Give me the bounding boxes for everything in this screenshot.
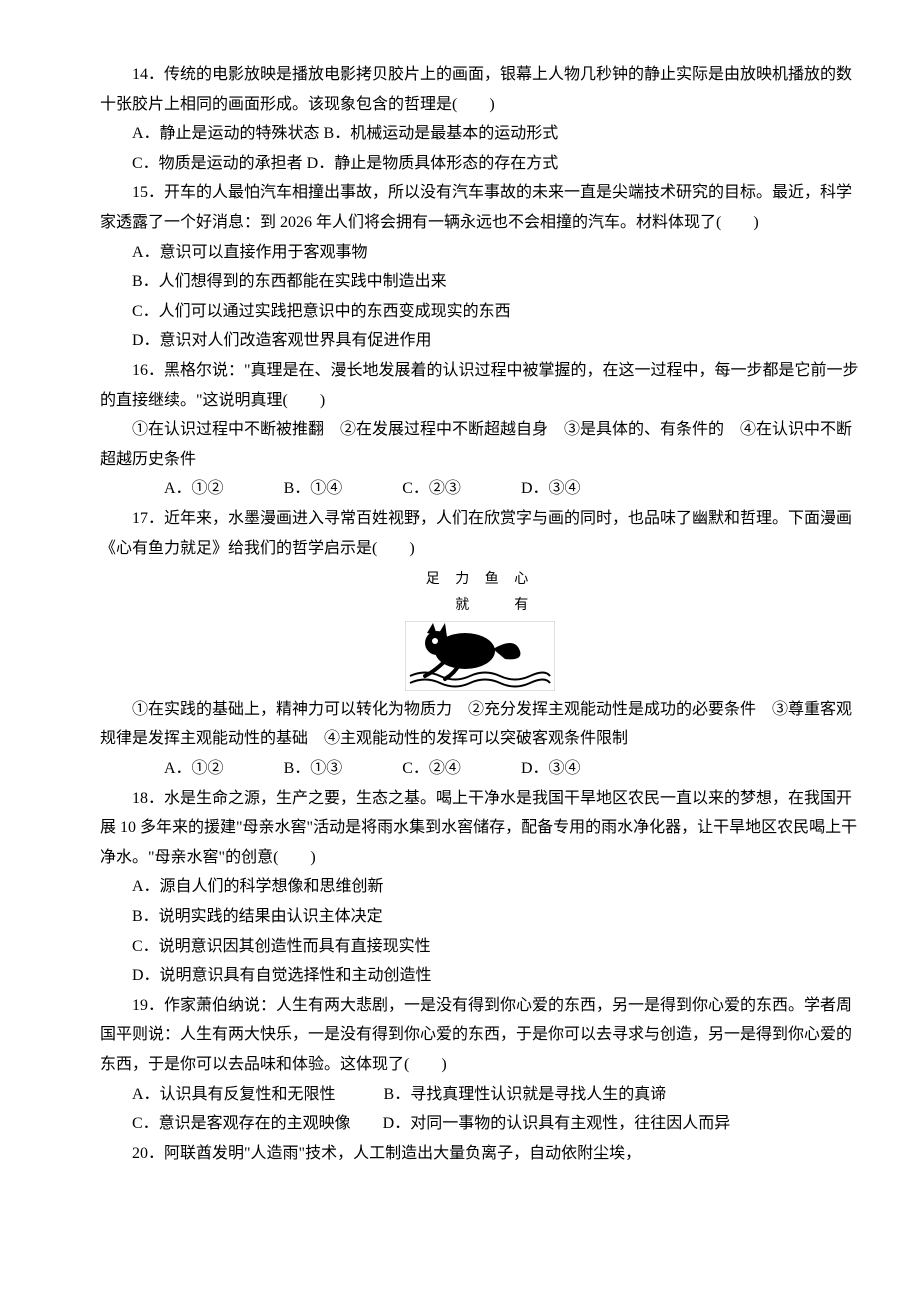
q14-stem: 14．传统的电影放映是播放电影拷贝胶片上的画面，银幕上人物几秒钟的静止实际是由放… [100, 60, 860, 119]
q16-option-b: B．①④ [252, 474, 343, 504]
q19-stem: 19．作家萧伯纳说：人生有两大悲剧，一是没有得到你心爱的东西，另一是得到你心爱的… [100, 991, 860, 1080]
q17-option-b: B．①③ [252, 754, 343, 784]
q17-figure-caption: 足 力 鱼 心 就 有 [100, 567, 860, 619]
q15-stem: 15．开车的人最怕汽车相撞出事故，所以没有汽车事故的未来一直是尖端技术研究的目标… [100, 178, 860, 237]
q16-options: A．①② B．①④ C．②③ D．③④ [100, 474, 860, 504]
q16-option-a: A．①② [132, 474, 224, 504]
q16-stem: 16．黑格尔说："真理是在、漫长地发展着的认识过程中被掌握的，在这一过程中，每一… [100, 356, 860, 415]
q18-option-d: D．说明意识具有自觉选择性和主动创造性 [100, 961, 860, 991]
q18-option-b: B．说明实践的结果由认识主体决定 [100, 902, 860, 932]
q15-option-b: B．人们想得到的东西都能在实践中制造出来 [100, 267, 860, 297]
q17-option-c: C．②④ [370, 754, 461, 784]
q16-option-d: D．③④ [489, 474, 581, 504]
q15-option-a: A．意识可以直接作用于客观事物 [100, 238, 860, 268]
q15-option-d: D．意识对人们改造客观世界具有促进作用 [100, 326, 860, 356]
q17-option-d: D．③④ [489, 754, 581, 784]
q18-option-a: A．源自人们的科学想像和思维创新 [100, 872, 860, 902]
q17-option-a: A．①② [132, 754, 224, 784]
q18-stem: 18．水是生命之源，生产之要，生态之基。喝上干净水是我国干旱地区农民一直以来的梦… [100, 784, 860, 873]
q19-options-line1: A．认识具有反复性和无限性 B．寻找真理性认识就是寻找人生的真谛 [100, 1080, 860, 1110]
q15-option-c: C．人们可以通过实践把意识中的东西变成现实的东西 [100, 297, 860, 327]
q18-option-c: C．说明意识因其创造性而具有直接现实性 [100, 932, 860, 962]
q17-sub: ①在实践的基础上，精神力可以转化为物质力 ②充分发挥主观能动性是成功的必要条件 … [100, 695, 860, 754]
q14-options-line2: C．物质是运动的承担者 D．静止是物质具体形态的存在方式 [100, 149, 860, 179]
q19-options-line2: C．意识是客观存在的主观映像 D．对同一事物的认识具有主观性，往往因人而异 [100, 1109, 860, 1139]
q17-figure: 足 力 鱼 心 就 有 [100, 567, 860, 691]
q14-options-line1: A．静止是运动的特殊状态 B．机械运动是最基本的运动形式 [100, 119, 860, 149]
q17-cartoon-icon [405, 621, 555, 691]
q17-stem: 17．近年来，水墨漫画进入寻常百姓视野，人们在欣赏字与画的同时，也品味了幽默和哲… [100, 504, 860, 563]
q16-sub: ①在认识过程中不断被推翻 ②在发展过程中不断超越自身 ③是具体的、有条件的 ④在… [100, 415, 860, 474]
q16-option-c: C．②③ [370, 474, 461, 504]
q17-options: A．①② B．①③ C．②④ D．③④ [100, 754, 860, 784]
q20-stem: 20．阿联酋发明"人造雨"技术，人工制造出大量负离子，自动依附尘埃， [100, 1139, 860, 1169]
